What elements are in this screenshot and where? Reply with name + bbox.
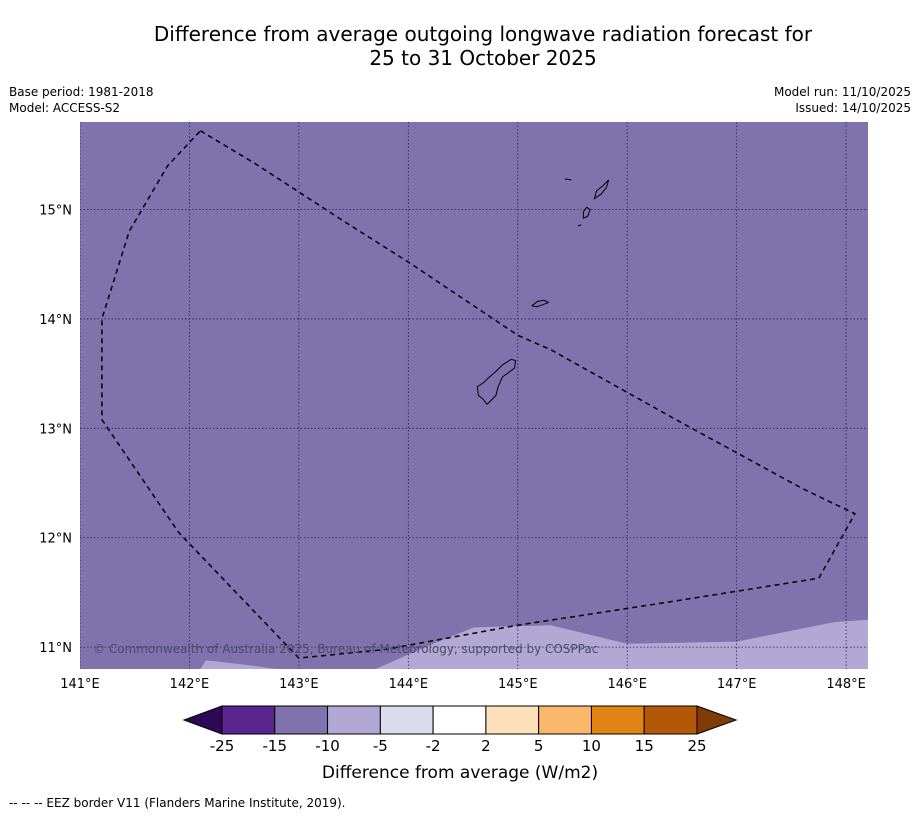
colorbar-swatch [538,705,592,735]
island-outline [476,358,517,406]
colorbar-tick-label: 2 [481,737,491,755]
copyright-text: © Commonwealth of Australia 2025, Bureau… [93,642,598,656]
island-outline [564,178,572,181]
eez-border-line [101,130,856,659]
colorbar-tick-label: -15 [263,737,288,755]
x-tick-label: 148°E [826,677,866,692]
y-tick-label: 13°N [39,422,72,437]
colorbar-swatch [590,705,645,735]
x-tick-label: 142°E [170,677,210,692]
meta-left: Base period: 1981-2018 Model: ACCESS-S2 [9,84,154,116]
colorbar-extend-high [696,705,738,735]
colorbar-tick-label: 10 [582,737,601,755]
colorbar-swatch [485,705,540,735]
x-tick-label: 146°E [607,677,647,692]
y-tick-label: 15°N [39,204,72,219]
colorbar-tick-label: -5 [373,737,388,755]
base-period-text: Base period: 1981-2018 [9,85,154,99]
chart-title: Difference from average outgoing longwav… [0,22,919,70]
island-outline [582,206,591,220]
olr-field-light-band [200,619,868,669]
colorbar-tick-label: 15 [635,737,654,755]
colorbar-extend-low [182,705,223,735]
colorbar-tick-label: 5 [534,737,544,755]
chart-title-line-2: 25 to 31 October 2025 [369,46,597,70]
island-outline [530,299,550,308]
colorbar-swatch [643,705,698,735]
map-axes: 141°E 142°E 143°E 144°E 145°E 146°E 147°E 148°E… [39,204,866,692]
colorbar-tick-label: 25 [687,737,706,755]
colorbar-tick-label: -10 [315,737,340,755]
y-tick-label: 11°N [39,641,72,656]
x-tick-label: 141°E [60,677,100,692]
colorbar-swatch [274,705,329,735]
model-text: Model: ACCESS-S2 [9,101,121,115]
colorbar-tick-label: -2 [426,737,441,755]
chart-title-line-1: Difference from average outgoing longwav… [153,22,813,46]
map-area [80,122,868,669]
colorbar-label: Difference from average (W/m2) [322,763,598,783]
x-tick-label: 147°E [717,677,757,692]
colorbar-tick-label: -25 [210,737,235,755]
colorbar-swatch [221,705,276,735]
colorbar-swatch [432,705,487,735]
colorbar-swatch [327,705,381,735]
x-tick-label: 145°E [498,677,538,692]
island-outline [593,179,610,200]
eez-footnote: -- -- -- EEZ border V11 (Flanders Marine… [9,796,346,810]
model-run-text: Model run: 11/10/2025 [773,85,911,99]
colorbar: -25 -15 -10 -5 -2 2 5 10 15 25 [182,705,738,755]
issued-text: Issued: 14/10/2025 [795,101,911,115]
x-tick-label: 143°E [279,677,319,692]
island-outline [577,224,582,227]
x-tick-label: 144°E [389,677,429,692]
olr-field-main [80,122,868,669]
y-tick-label: 12°N [39,532,72,547]
meta-right: Model run: 11/10/2025 Issued: 14/10/2025 [774,84,911,116]
colorbar-swatch [379,705,434,735]
y-tick-label: 14°N [39,313,72,328]
